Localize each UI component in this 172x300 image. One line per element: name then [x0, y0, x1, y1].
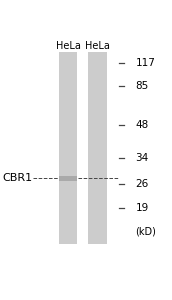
Bar: [59, 176, 77, 181]
Text: 117: 117: [136, 58, 155, 68]
Bar: [88, 52, 107, 244]
Text: (kD): (kD): [136, 226, 156, 236]
Bar: [59, 52, 77, 244]
Text: 85: 85: [136, 81, 149, 91]
Text: 26: 26: [136, 179, 149, 189]
Text: 48: 48: [136, 120, 149, 130]
Text: CBR1: CBR1: [3, 173, 33, 183]
Text: HeLa: HeLa: [56, 40, 81, 51]
Text: 19: 19: [136, 203, 149, 213]
Text: HeLa: HeLa: [85, 40, 110, 51]
Text: 34: 34: [136, 153, 149, 164]
